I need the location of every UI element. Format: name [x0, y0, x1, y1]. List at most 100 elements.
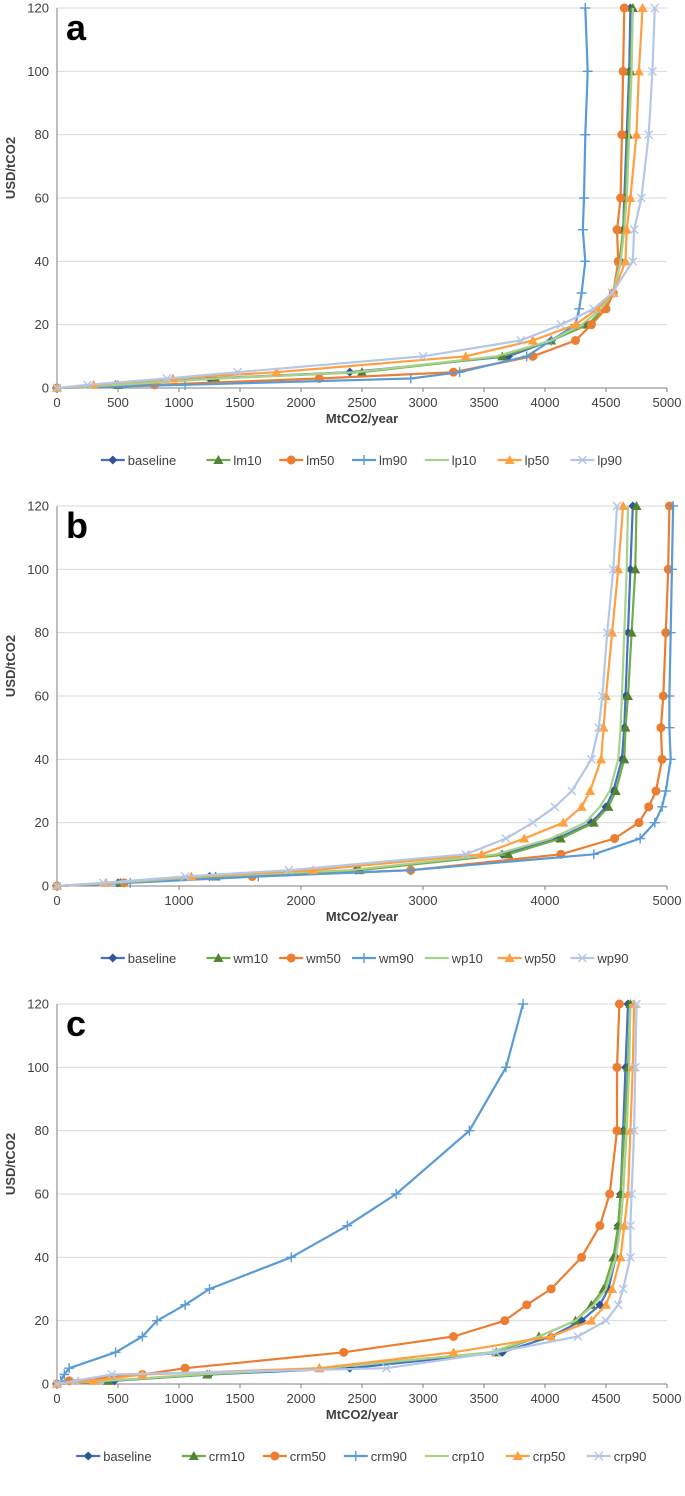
- data-point-wm10: [631, 501, 642, 510]
- x-tick-label: 3500: [470, 1391, 499, 1406]
- data-point-crm50: [605, 1189, 615, 1199]
- data-point-crp50: [601, 1299, 611, 1309]
- x-tick-label: 1500: [226, 1391, 255, 1406]
- data-point-crp90: [573, 1332, 583, 1341]
- data-point-lm90: [405, 373, 416, 384]
- legend-label: wm50: [305, 951, 341, 966]
- data-point-wp90: [612, 501, 622, 511]
- data-point-crm50: [595, 1221, 605, 1231]
- y-tick-label: 20: [35, 317, 49, 332]
- legend-label: lp10: [452, 453, 477, 468]
- data-point-lm90: [580, 129, 591, 140]
- data-point-crm90: [518, 999, 529, 1009]
- legend-label: wm10: [232, 951, 268, 966]
- data-point-lm90: [582, 66, 593, 77]
- data-point-crp90: [627, 1189, 637, 1199]
- data-point-wp90: [284, 865, 294, 875]
- data-point-crm50: [612, 1062, 622, 1072]
- data-point-crp50: [615, 1252, 626, 1262]
- data-point-crp90: [601, 1316, 611, 1326]
- legend-marker-lm90: [359, 455, 369, 465]
- data-point-wp90: [98, 878, 108, 888]
- y-tick-label: 60: [35, 1187, 49, 1202]
- x-tick-label: 5000: [653, 395, 682, 410]
- legend-label: crp10: [452, 1449, 485, 1464]
- panel-label: c: [66, 1003, 86, 1044]
- data-point-crm90: [500, 1062, 511, 1073]
- x-tick-label: 0: [53, 893, 60, 908]
- legend-label: baseline: [128, 453, 176, 468]
- legend-marker-wm90: [359, 953, 369, 963]
- panel-label: b: [66, 505, 88, 546]
- data-point-lm50: [619, 3, 629, 13]
- data-point-crm50: [614, 999, 624, 1009]
- x-tick-label: 5000: [653, 1391, 682, 1406]
- y-tick-label: 0: [42, 381, 49, 396]
- data-point-wp50: [558, 817, 569, 827]
- data-point-wp90: [594, 723, 604, 733]
- y-axis-title: USD/tCO2: [3, 1133, 18, 1195]
- legend-label: crm50: [290, 1449, 326, 1464]
- data-point-wm50: [644, 802, 654, 812]
- data-point-wm90: [665, 627, 676, 638]
- series-lm50: [52, 3, 629, 393]
- data-point-crp50: [88, 1375, 99, 1385]
- data-point-crp90: [625, 1221, 635, 1231]
- data-point-lm90: [454, 367, 465, 378]
- data-point-lp50: [633, 66, 644, 76]
- legend-marker-crm10: [188, 1451, 199, 1460]
- data-point-lp90: [650, 3, 660, 13]
- y-tick-label: 40: [35, 254, 49, 269]
- data-point-crp90: [625, 1252, 635, 1262]
- data-point-wp50: [585, 786, 596, 795]
- x-tick-label: 4500: [592, 1391, 621, 1406]
- x-axis-title: MtCO2/year: [326, 1407, 398, 1422]
- data-point-crm50: [546, 1284, 556, 1294]
- data-point-wp50: [596, 754, 607, 764]
- data-point-wp90: [501, 834, 511, 843]
- data-point-lm50: [617, 130, 627, 140]
- legend-marker-crm50: [270, 1451, 280, 1461]
- data-point-lp90: [162, 374, 172, 383]
- legend-label: wp90: [596, 951, 628, 966]
- y-axis-title: USD/tCO2: [3, 137, 18, 199]
- series-line-lp10: [56, 7, 634, 390]
- chart-panel-a: 0 20 40 60 80 100 120 0 500 1000 1500 2000 2500 3000 3…: [3, 1, 682, 469]
- x-tick-label: 0: [53, 395, 60, 410]
- data-point-crp90: [107, 1370, 117, 1379]
- data-point-lp50: [527, 335, 538, 345]
- data-point-lm50: [618, 66, 628, 76]
- data-point-crm50: [180, 1363, 190, 1373]
- data-point-wp90: [597, 691, 607, 701]
- legend-label: wp50: [524, 951, 556, 966]
- legend-label: crm90: [371, 1449, 407, 1464]
- data-point-lp90: [629, 225, 639, 235]
- data-point-wp50: [519, 833, 530, 843]
- chart-panel-b: 0 20 40 60 80 100 120 0 1000 2000 3000 4000 5000 MtCO…: [3, 499, 681, 967]
- data-point-lp90: [647, 66, 657, 76]
- data-point-crm90: [286, 1252, 297, 1263]
- data-point-wm50: [656, 723, 666, 733]
- data-point-lp50: [621, 224, 632, 234]
- data-point-crp50: [619, 1220, 630, 1230]
- series-crm90: [52, 999, 529, 1389]
- data-point-wm10: [630, 564, 641, 574]
- x-tick-label: 2000: [287, 893, 316, 908]
- legend-label: wp10: [451, 951, 483, 966]
- legend-marker-lp90: [577, 455, 587, 465]
- data-point-lm10: [625, 66, 636, 76]
- chart-panel-c: 0 20 40 60 80 100 120 0 500 1000 1500 2000 2500 3000 3…: [3, 997, 682, 1465]
- data-point-crp90: [629, 1126, 639, 1136]
- legend-marker-lm50: [286, 455, 296, 465]
- x-tick-label: 2000: [287, 1391, 316, 1406]
- legend-label: baseline: [128, 951, 176, 966]
- data-point-lm50: [586, 320, 596, 330]
- data-point-wm10: [503, 849, 514, 859]
- data-point-wm10: [555, 833, 566, 843]
- data-point-wp90: [586, 754, 596, 764]
- data-point-wp90: [528, 818, 538, 828]
- data-point-lp90: [418, 351, 428, 361]
- data-point-wp90: [550, 802, 560, 812]
- data-point-lm90: [580, 256, 591, 267]
